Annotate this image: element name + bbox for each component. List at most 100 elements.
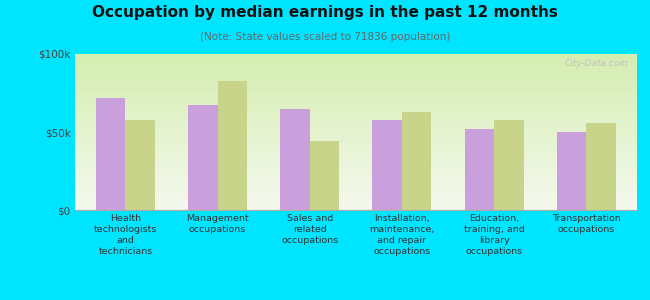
Bar <box>75 112 637 113</box>
Bar <box>75 126 637 127</box>
Bar <box>75 57 637 59</box>
Bar <box>75 140 637 141</box>
Bar <box>75 84 637 85</box>
Bar <box>75 179 637 180</box>
Bar <box>75 79 637 80</box>
Bar <box>75 63 637 65</box>
Bar <box>75 121 637 123</box>
Bar <box>75 127 637 129</box>
Bar <box>75 90 637 92</box>
Bar <box>75 207 637 208</box>
Bar <box>75 176 637 177</box>
Bar <box>557 132 586 210</box>
Text: City-Data.com: City-Data.com <box>565 59 629 68</box>
Text: (Note: State values scaled to 71836 population): (Note: State values scaled to 71836 popu… <box>200 32 450 41</box>
Bar <box>75 194 637 196</box>
Bar <box>75 98 637 99</box>
Bar <box>75 62 637 63</box>
Bar <box>75 201 637 202</box>
Bar <box>75 174 637 176</box>
Bar <box>75 135 637 137</box>
Bar <box>75 115 637 116</box>
Bar <box>402 112 432 210</box>
Bar <box>75 182 637 184</box>
Bar <box>75 113 637 115</box>
Bar <box>75 134 637 135</box>
Bar <box>310 141 339 210</box>
Bar <box>75 73 637 74</box>
Bar <box>75 76 637 77</box>
Bar <box>188 106 218 210</box>
Bar <box>75 202 637 204</box>
Bar <box>218 80 247 210</box>
Bar <box>75 187 637 188</box>
Bar <box>75 102 637 104</box>
Bar <box>75 185 637 187</box>
Bar <box>75 204 637 205</box>
Bar <box>75 155 637 157</box>
Bar <box>75 104 637 106</box>
Bar <box>75 85 637 87</box>
Bar <box>75 70 637 71</box>
Bar <box>75 110 637 112</box>
Bar <box>75 124 637 126</box>
Bar <box>75 172 637 174</box>
Bar <box>75 138 637 140</box>
Bar <box>75 141 637 143</box>
Bar <box>75 92 637 93</box>
Bar <box>75 184 637 185</box>
Bar <box>75 93 637 94</box>
Bar <box>75 94 637 96</box>
Bar <box>75 163 637 165</box>
Bar <box>75 166 637 168</box>
Bar <box>75 160 637 162</box>
Bar <box>75 119 637 121</box>
Bar <box>75 109 637 110</box>
Bar <box>465 129 494 210</box>
Bar <box>75 123 637 124</box>
Bar <box>280 109 310 210</box>
Bar <box>372 119 402 210</box>
Bar <box>75 145 637 146</box>
Text: Occupation by median earnings in the past 12 months: Occupation by median earnings in the pas… <box>92 4 558 20</box>
Bar <box>75 129 637 130</box>
Bar <box>75 169 637 171</box>
Bar <box>75 54 637 56</box>
Bar <box>75 205 637 207</box>
Bar <box>75 180 637 182</box>
Bar <box>75 101 637 102</box>
Bar <box>75 191 637 193</box>
Bar <box>75 193 637 194</box>
Bar <box>75 132 637 134</box>
Bar <box>75 157 637 158</box>
Bar <box>75 190 637 191</box>
Bar <box>75 77 637 79</box>
Bar <box>75 208 637 210</box>
Bar <box>75 82 637 84</box>
Bar <box>75 71 637 73</box>
Bar <box>75 107 637 109</box>
Bar <box>75 146 637 148</box>
Bar <box>75 188 637 190</box>
Bar <box>75 197 637 199</box>
Bar <box>75 80 637 82</box>
Bar <box>75 60 637 62</box>
Bar <box>75 151 637 152</box>
Bar <box>75 96 637 98</box>
Bar <box>75 165 637 166</box>
Bar <box>125 119 155 210</box>
Bar <box>75 67 637 68</box>
Bar <box>75 130 637 132</box>
Bar <box>75 74 637 76</box>
Bar <box>75 56 637 57</box>
Bar <box>75 106 637 107</box>
Bar <box>75 118 637 119</box>
Bar <box>75 168 637 170</box>
Bar <box>75 148 637 149</box>
Bar <box>75 87 637 88</box>
Bar <box>75 162 637 163</box>
Bar <box>75 88 637 90</box>
Bar <box>75 116 637 118</box>
Bar <box>75 158 637 160</box>
Bar <box>75 143 637 145</box>
